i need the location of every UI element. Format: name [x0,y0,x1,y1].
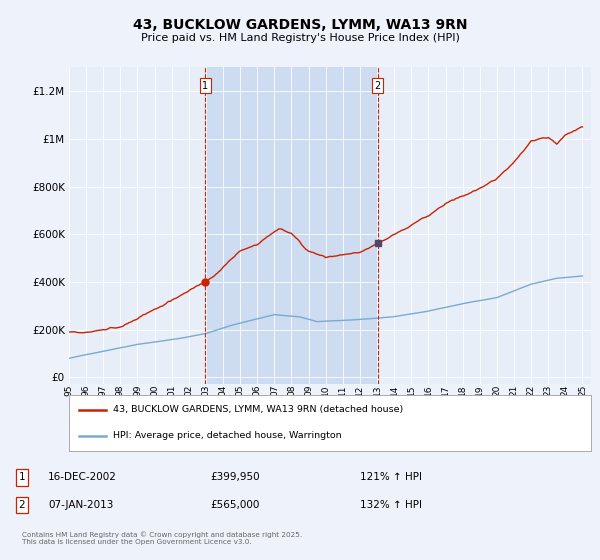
Text: 43, BUCKLOW GARDENS, LYMM, WA13 9RN: 43, BUCKLOW GARDENS, LYMM, WA13 9RN [133,18,467,32]
Text: 16-DEC-2002: 16-DEC-2002 [48,473,117,483]
Text: 2: 2 [374,81,381,91]
Text: HPI: Average price, detached house, Warrington: HPI: Average price, detached house, Warr… [113,431,342,440]
Text: 1: 1 [202,81,208,91]
Text: £565,000: £565,000 [210,500,259,510]
Text: 2: 2 [19,500,25,510]
Text: 1: 1 [19,473,25,483]
Text: £399,950: £399,950 [210,473,260,483]
Text: 121% ↑ HPI: 121% ↑ HPI [360,473,422,483]
Text: Price paid vs. HM Land Registry's House Price Index (HPI): Price paid vs. HM Land Registry's House … [140,33,460,43]
Text: 43, BUCKLOW GARDENS, LYMM, WA13 9RN (detached house): 43, BUCKLOW GARDENS, LYMM, WA13 9RN (det… [113,405,404,414]
Text: Contains HM Land Registry data © Crown copyright and database right 2025.
This d: Contains HM Land Registry data © Crown c… [22,531,302,545]
Bar [205,67,377,384]
Text: 132% ↑ HPI: 132% ↑ HPI [360,500,422,510]
Text: 07-JAN-2013: 07-JAN-2013 [48,500,113,510]
